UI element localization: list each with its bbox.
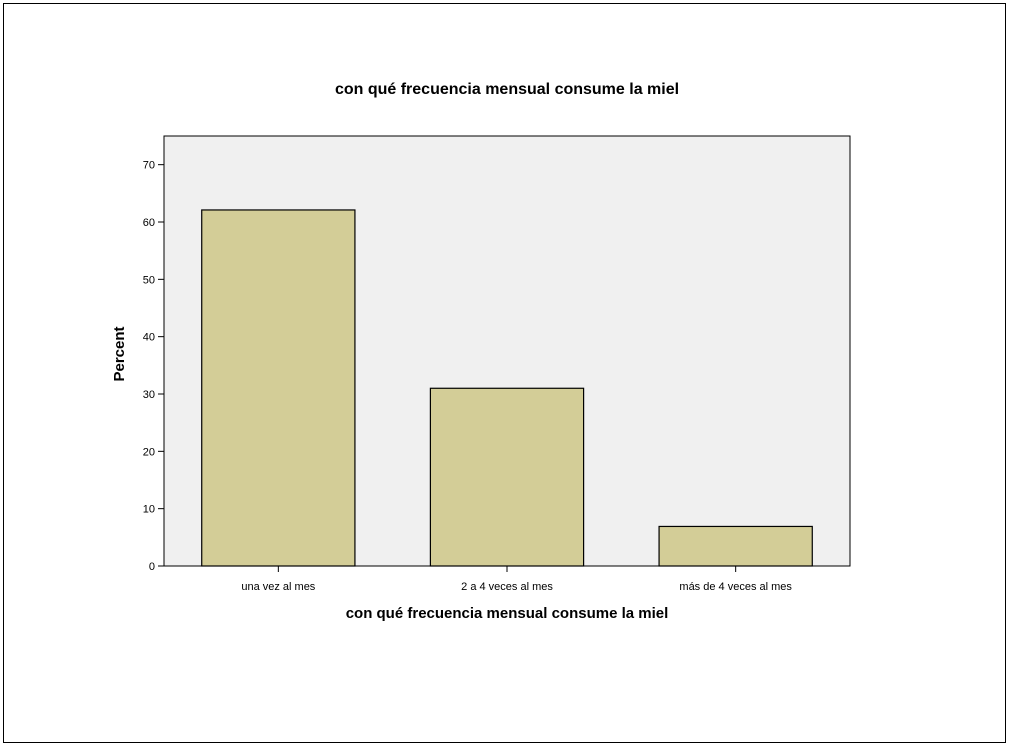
y-tick-label: 50: [143, 274, 155, 286]
x-tick-label: 2 a 4 veces al mes: [461, 581, 553, 593]
y-tick-label: 70: [143, 160, 155, 172]
y-tick-label: 20: [143, 446, 155, 458]
y-tick-label: 0: [149, 561, 155, 573]
y-tick-label: 30: [143, 389, 155, 401]
x-axis-label: con qué frecuencia mensual consume la mi…: [346, 605, 669, 622]
bar: [430, 388, 583, 566]
x-tick-label: una vez al mes: [241, 581, 315, 593]
bar-chart: con qué frecuencia mensual consume la mi…: [0, 0, 1011, 727]
y-tick-label: 10: [143, 504, 155, 516]
y-axis-ticks: 0 10 20 30 40 50 60 70: [143, 160, 164, 573]
bar: [659, 526, 812, 566]
x-tick-label: más de 4 veces al mes: [679, 581, 792, 593]
y-tick-label: 40: [143, 332, 155, 344]
bar: [202, 210, 355, 566]
y-axis-label: Percent: [111, 326, 128, 381]
chart-title: con qué frecuencia mensual consume la mi…: [335, 81, 679, 98]
x-axis-ticks: una vez al mes 2 a 4 veces al mes más de 4…: [241, 566, 792, 593]
y-tick-label: 60: [143, 217, 155, 229]
